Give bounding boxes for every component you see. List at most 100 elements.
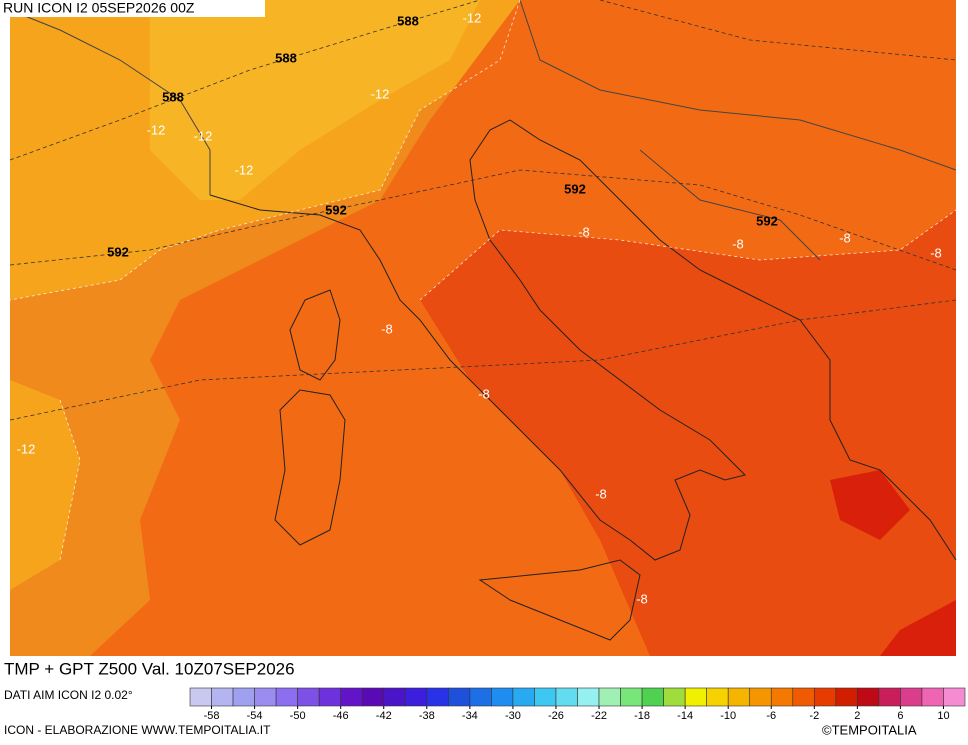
hottest-zone <box>830 470 910 540</box>
colorbar-swatch <box>792 687 815 707</box>
contour-label: -8 <box>732 236 744 251</box>
contour-label: -12 <box>463 10 482 25</box>
hottest-zone <box>880 600 956 656</box>
colorbar-swatch <box>318 687 341 707</box>
height-contours <box>9 0 957 421</box>
colorbar-tick-label: -22 <box>591 710 607 722</box>
colorbar-swatch <box>878 687 901 707</box>
colorbar-swatch <box>706 687 729 707</box>
italy-coast <box>209 119 746 561</box>
colorbar-swatch <box>555 687 578 707</box>
header-box <box>0 0 265 17</box>
credit: ICON - ELABORAZIONE WWW.TEMPOITALIA.IT <box>4 723 271 737</box>
source: DATI AIM ICON I2 0.02° <box>4 688 133 702</box>
colorbar-tick-label: -10 <box>720 710 736 722</box>
colorbar-swatch <box>598 687 621 707</box>
colorbar-swatch <box>943 687 966 707</box>
colorbar-swatch <box>684 687 707 707</box>
colorbar-swatch <box>297 687 320 707</box>
contour-label: -8 <box>381 321 393 336</box>
contour-label: 592 <box>107 244 129 259</box>
colorbar-swatch <box>340 687 363 707</box>
contour-label: 592 <box>325 202 347 217</box>
borders <box>9 0 957 261</box>
colorbar-tick-label: -50 <box>290 710 306 722</box>
coastlines <box>9 0 957 641</box>
colorbar-swatch <box>361 687 385 707</box>
corsica <box>289 289 341 381</box>
colorbar-tick-label: 10 <box>937 710 949 722</box>
colorbar-swatch <box>900 687 923 707</box>
contour-label: -12 <box>194 128 213 143</box>
cool-zone <box>150 0 480 200</box>
contour-label: -8 <box>478 386 490 401</box>
contour-label: -8 <box>636 591 648 606</box>
colorbar-tick-label: -18 <box>634 710 650 722</box>
colorbar-swatch <box>749 687 772 707</box>
colorbar-swatch <box>254 687 277 707</box>
colorbar-swatch <box>814 687 837 707</box>
colorbar-swatch <box>727 687 751 707</box>
colorbar-swatch <box>275 687 298 707</box>
contour-label: -8 <box>930 245 942 260</box>
contour-label: -12 <box>147 122 166 137</box>
colorbar-swatch <box>663 687 686 707</box>
colorbar-swatch <box>512 687 535 707</box>
colorbar-tick-label: -58 <box>204 710 220 722</box>
contour-label: 592 <box>564 181 586 196</box>
contour-label: 588 <box>275 50 297 65</box>
colorbar-tick-label: -26 <box>548 710 564 722</box>
colorbar-swatch <box>426 687 449 707</box>
contour-label: -12 <box>235 162 254 177</box>
colorbar-tick-label: -54 <box>247 710 263 722</box>
sicily <box>478 559 641 641</box>
colorbar-tick-label: -14 <box>677 710 693 722</box>
colorbar-tick-label: -34 <box>462 710 478 722</box>
title-box <box>0 657 413 684</box>
colorbar-tick-label: -46 <box>333 710 349 722</box>
hotter-zone <box>420 210 956 656</box>
colorbar-tick-label: -38 <box>419 710 435 722</box>
colorbar-swatch <box>921 687 944 707</box>
contour-label: -8 <box>595 486 607 501</box>
colorbar-tick-label: -2 <box>809 710 819 722</box>
balkan-coast <box>509 119 957 561</box>
colorbar-swatch <box>620 687 643 707</box>
contour-label: 592 <box>756 213 778 228</box>
map-title: TMP + GPT Z500 Val. 10Z07SEP2026 <box>4 659 295 678</box>
contour-label: 588 <box>162 89 184 104</box>
warm-zone <box>10 380 80 590</box>
colorbar-swatch <box>232 687 255 707</box>
colorbar-tick-label: 6 <box>897 710 903 722</box>
colorbar-swatch <box>383 687 406 707</box>
colorbar-swatch <box>211 687 234 707</box>
colorbar-swatch <box>641 687 664 707</box>
colorbar-tick-label: -30 <box>505 710 521 722</box>
contour-labels: 588 -12 588 588 -12 -12 -12 -12 592 592 592 -8 -8 592… <box>17 10 942 606</box>
colorbar-swatch <box>577 687 600 707</box>
colorbar-swatch <box>491 687 514 707</box>
sardinia <box>274 389 346 546</box>
colorbar-swatch <box>404 687 428 707</box>
contour-label: -12 <box>17 441 36 456</box>
colorbar-swatch <box>835 687 858 707</box>
colorbar-swatch <box>189 687 212 707</box>
colorbar-tick-label: -42 <box>376 710 392 722</box>
contour-label: -8 <box>839 230 851 245</box>
colorbar-swatch <box>534 687 557 707</box>
run-info: RUN ICON I2 05SEP2026 00Z <box>3 0 195 16</box>
contour-label: -8 <box>578 224 590 239</box>
colorbar-tick-label: -6 <box>766 710 776 722</box>
colorbar-swatch <box>857 687 880 707</box>
colorbar-tick-label: 2 <box>854 710 860 722</box>
contour-label: -12 <box>371 86 390 101</box>
contour-label: 588 <box>397 13 419 28</box>
colorbar: -58 -54 -50 -46 -42 -38 -34 -30 -26 -22 -18 -14 -10-… <box>189 687 966 722</box>
copyright: ©TEMPOITALIA <box>822 722 917 737</box>
colorbar-swatch <box>448 687 471 707</box>
colorbar-swatch <box>770 687 794 707</box>
map: 588 -12 588 588 -12 -12 -12 -12 592 592 592 -8 -8 592… <box>9 0 957 656</box>
colorbar-swatch <box>469 687 492 707</box>
